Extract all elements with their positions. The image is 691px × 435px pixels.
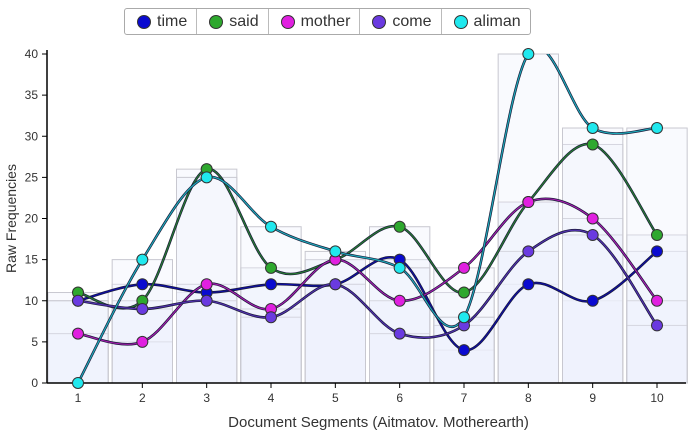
data-point-time	[136, 278, 149, 291]
y-tick-label: 35	[25, 88, 39, 102]
legend-swatch	[209, 14, 224, 29]
bar-time	[562, 300, 624, 384]
data-point-mother	[136, 335, 149, 348]
data-point-time	[265, 278, 277, 291]
x-tick-label: 7	[461, 391, 468, 405]
data-point-mother	[200, 278, 213, 291]
series-line-time	[77, 250, 658, 351]
y-tick-label: 25	[25, 170, 39, 184]
data-point-mother	[393, 294, 406, 307]
data-point-time	[522, 278, 535, 291]
bar-come	[626, 324, 688, 384]
y-tick-label: 40	[25, 47, 39, 61]
legend-item-aliman[interactable]: aliman	[442, 9, 530, 34]
data-point-aliman	[393, 261, 406, 274]
data-point-mother	[458, 261, 470, 274]
data-point-said	[393, 220, 406, 233]
legend-label: time	[157, 12, 188, 30]
data-point-come	[265, 311, 277, 324]
legend-swatch	[372, 14, 387, 29]
x-axis-label: Document Segments (Aitmatov. Motherearth…	[228, 414, 529, 431]
bar-said	[626, 234, 688, 384]
data-point-mother	[651, 294, 663, 307]
data-point-said	[265, 261, 277, 274]
data-point-time	[586, 294, 599, 307]
data-point-mother	[522, 196, 535, 209]
y-tick-label: 10	[25, 294, 39, 308]
data-point-aliman	[265, 220, 277, 233]
legend: time said mother come aliman	[124, 8, 531, 35]
legend-item-come[interactable]: come	[360, 9, 442, 34]
data-point-come	[136, 302, 149, 315]
data-point-aliman	[72, 377, 84, 389]
y-tick-label: 15	[25, 253, 39, 267]
data-point-aliman	[136, 253, 149, 266]
x-tick-label: 2	[139, 391, 146, 405]
data-point-come	[651, 319, 663, 332]
series-line-said	[77, 143, 658, 309]
legend-swatch	[137, 14, 151, 29]
data-point-come	[72, 294, 84, 307]
bar-said	[176, 168, 238, 384]
series-line-come	[77, 229, 658, 339]
x-tick-label: 9	[589, 391, 596, 405]
x-tick-label: 10	[650, 391, 664, 405]
x-tick-label: 4	[268, 391, 275, 405]
legend-item-said[interactable]: said	[197, 9, 269, 34]
y-tick-label: 5	[31, 335, 38, 349]
data-point-aliman	[586, 122, 599, 135]
data-point-come	[522, 245, 535, 258]
legend-label: said	[229, 12, 259, 30]
y-tick-label: 0	[31, 376, 38, 390]
legend-item-mother[interactable]: mother	[269, 9, 361, 34]
series-line-mother	[77, 198, 658, 345]
x-tick-label: 5	[332, 391, 339, 405]
legend-label: come	[392, 12, 432, 30]
x-tick-label: 1	[75, 391, 82, 405]
x-tick-label: 6	[396, 391, 403, 405]
data-point-said	[458, 286, 470, 299]
data-point-said	[586, 138, 599, 151]
bar-time	[497, 283, 559, 384]
data-point-aliman	[458, 311, 470, 324]
data-point-aliman	[329, 245, 342, 258]
legend-swatch	[453, 14, 468, 29]
data-point-come	[200, 294, 213, 307]
data-point-come	[586, 228, 599, 241]
data-point-come	[329, 278, 342, 291]
x-tick-label: 8	[525, 391, 532, 405]
y-tick-label: 30	[25, 129, 39, 143]
bar-aliman	[111, 259, 173, 384]
data-point-aliman	[522, 48, 535, 60]
x-tick-label: 3	[203, 391, 210, 405]
data-point-come	[393, 327, 406, 340]
data-point-aliman	[200, 171, 213, 184]
bar-said	[562, 143, 624, 384]
legend-item-time[interactable]: time	[125, 9, 198, 34]
data-point-mother	[586, 212, 599, 225]
data-point-time	[458, 344, 470, 357]
legend-swatch	[280, 14, 295, 29]
y-tick-label: 20	[25, 212, 39, 226]
data-point-said	[651, 228, 663, 241]
y-axis-label: Raw Frequencies	[3, 164, 19, 273]
legend-label: mother	[300, 12, 351, 30]
legend-label: aliman	[473, 12, 521, 30]
data-point-time	[651, 245, 663, 258]
data-point-mother	[72, 327, 84, 340]
data-point-aliman	[651, 122, 663, 135]
